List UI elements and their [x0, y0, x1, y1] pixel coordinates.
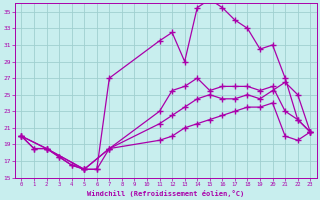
X-axis label: Windchill (Refroidissement éolien,°C): Windchill (Refroidissement éolien,°C): [87, 190, 244, 197]
